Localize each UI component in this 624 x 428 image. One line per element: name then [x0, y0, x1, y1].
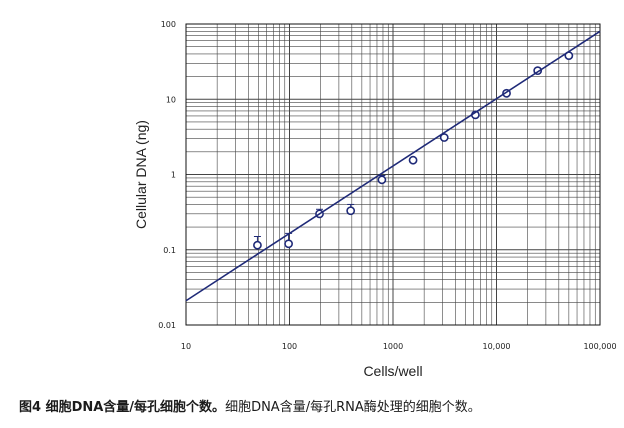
x-tick-label: 1000: [383, 342, 403, 351]
fit-line: [185, 30, 601, 302]
data-point: [439, 133, 449, 142]
data-point: [377, 175, 387, 185]
data-point: [346, 206, 356, 216]
data-point: [408, 155, 418, 165]
series-layer: [185, 30, 601, 302]
y-axis-label: Cellular DNA (ng): [133, 120, 149, 229]
y-tick-label: 1: [171, 171, 176, 180]
y-tick-label: 0.1: [163, 246, 176, 255]
y-axis-ticks: 0.01 0.1 1 10 100: [158, 20, 176, 330]
x-axis-ticks: 10 100 1000 10,000 100,000: [181, 342, 617, 351]
data-point: [253, 240, 262, 250]
caption-text: 细胞DNA含量/每孔RNA酶处理的细胞个数。: [225, 400, 481, 415]
x-tick-label: 100,000: [583, 342, 616, 351]
x-tick-label: 100: [282, 342, 297, 351]
y-tick-label: 0.01: [158, 321, 176, 330]
grid: [185, 24, 600, 326]
x-tick-label: 10,000: [483, 342, 511, 351]
x-tick-label: 10: [181, 342, 191, 351]
caption-bold: 图4 细胞DNA含量/每孔细胞个数。: [19, 400, 226, 415]
chart: 10 100 1000 10,000 100,000 0.01 0.1 1 10 100 Cel…: [133, 20, 617, 379]
data-point: [284, 239, 293, 249]
y-tick-label: 10: [166, 95, 176, 104]
figure-caption: 图4 细胞DNA含量/每孔细胞个数。细胞DNA含量/每孔RNA酶处理的细胞个数。: [19, 396, 619, 415]
y-tick-label: 100: [161, 20, 176, 29]
plot-frame: [185, 23, 601, 326]
x-axis-label: Cells/well: [363, 363, 422, 379]
